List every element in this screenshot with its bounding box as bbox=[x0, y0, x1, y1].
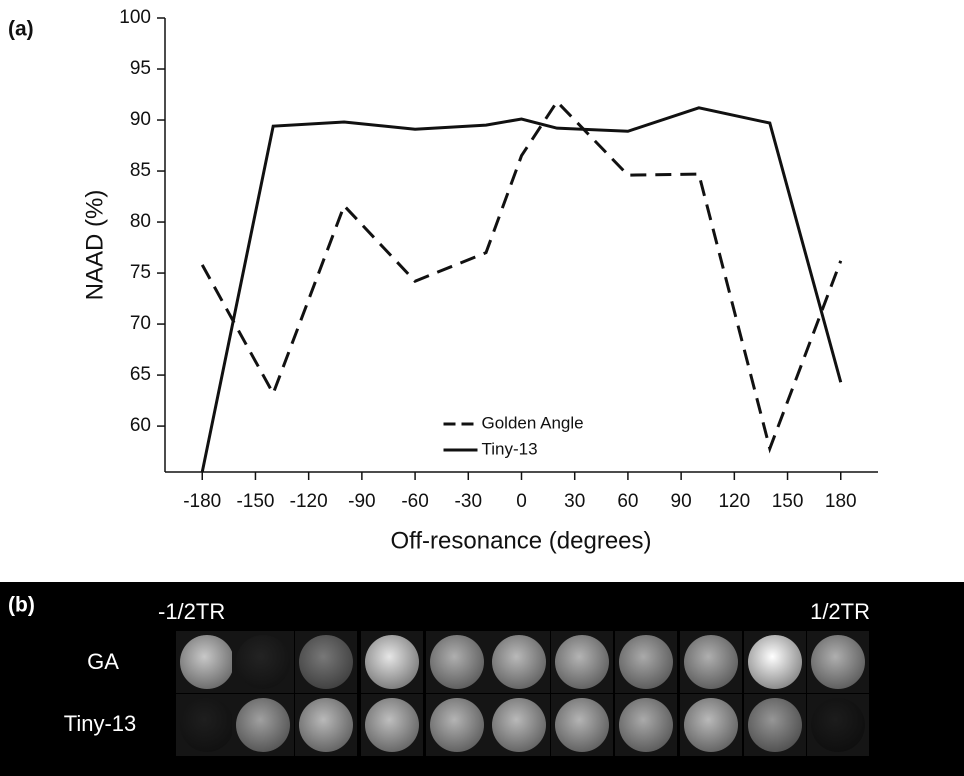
x-tick-label: 180 bbox=[825, 491, 857, 512]
panel-label: (b) bbox=[8, 594, 35, 617]
row-label: GA bbox=[87, 649, 119, 674]
phantom bbox=[619, 635, 673, 689]
phantom bbox=[748, 635, 802, 689]
column-label: 1/2TR bbox=[810, 599, 870, 624]
x-tick-label: -180 bbox=[183, 491, 221, 512]
phantom bbox=[430, 698, 484, 752]
figure: (a) NAAD (%) Off-resonance (degrees) (b)… bbox=[0, 0, 964, 776]
x-tick-label: -90 bbox=[348, 491, 375, 512]
phantom bbox=[748, 698, 802, 752]
x-tick-label: 90 bbox=[671, 491, 692, 512]
x-tick-label: 30 bbox=[564, 491, 585, 512]
phantom bbox=[811, 698, 865, 752]
y-axis-label: NAAD (%) bbox=[81, 190, 108, 301]
column-label: -1/2TR bbox=[158, 599, 225, 624]
phantom bbox=[365, 635, 419, 689]
x-tick-label: -120 bbox=[290, 491, 328, 512]
phantom bbox=[299, 635, 353, 689]
y-tick-label: 75 bbox=[130, 262, 151, 283]
phantom bbox=[236, 635, 290, 689]
y-tick-label: 90 bbox=[130, 109, 151, 130]
y-tick-label: 70 bbox=[130, 313, 151, 334]
phantom bbox=[684, 635, 738, 689]
x-axis-label: Off-resonance (degrees) bbox=[390, 527, 651, 554]
x-tick-label: 60 bbox=[617, 491, 638, 512]
phantom bbox=[180, 635, 234, 689]
phantom bbox=[811, 635, 865, 689]
phantom bbox=[430, 635, 484, 689]
y-tick-label: 65 bbox=[130, 364, 151, 385]
phantom bbox=[684, 698, 738, 752]
legend-label: Golden Angle bbox=[482, 413, 584, 432]
phantom bbox=[492, 698, 546, 752]
row-label: Tiny-13 bbox=[64, 711, 137, 736]
x-tick-label: 0 bbox=[516, 491, 527, 512]
phantom bbox=[619, 698, 673, 752]
phantom bbox=[299, 698, 353, 752]
y-tick-label: 60 bbox=[130, 415, 151, 436]
phantom bbox=[555, 635, 609, 689]
phantom bbox=[236, 698, 290, 752]
x-tick-label: -150 bbox=[236, 491, 274, 512]
legend-label: Tiny-13 bbox=[482, 439, 538, 458]
x-tick-label: 150 bbox=[772, 491, 804, 512]
phantom bbox=[492, 635, 546, 689]
x-tick-label: -30 bbox=[455, 491, 482, 512]
x-tick-label: 120 bbox=[718, 491, 750, 512]
phantom bbox=[365, 698, 419, 752]
y-tick-label: 80 bbox=[130, 211, 151, 232]
y-tick-label: 95 bbox=[130, 58, 151, 79]
y-tick-label: 85 bbox=[130, 160, 151, 181]
phantom bbox=[555, 698, 609, 752]
phantom bbox=[180, 698, 234, 752]
x-tick-label: -60 bbox=[401, 491, 428, 512]
data-line bbox=[202, 102, 841, 449]
panel-label: (a) bbox=[8, 18, 34, 41]
y-tick-label: 100 bbox=[119, 7, 151, 28]
